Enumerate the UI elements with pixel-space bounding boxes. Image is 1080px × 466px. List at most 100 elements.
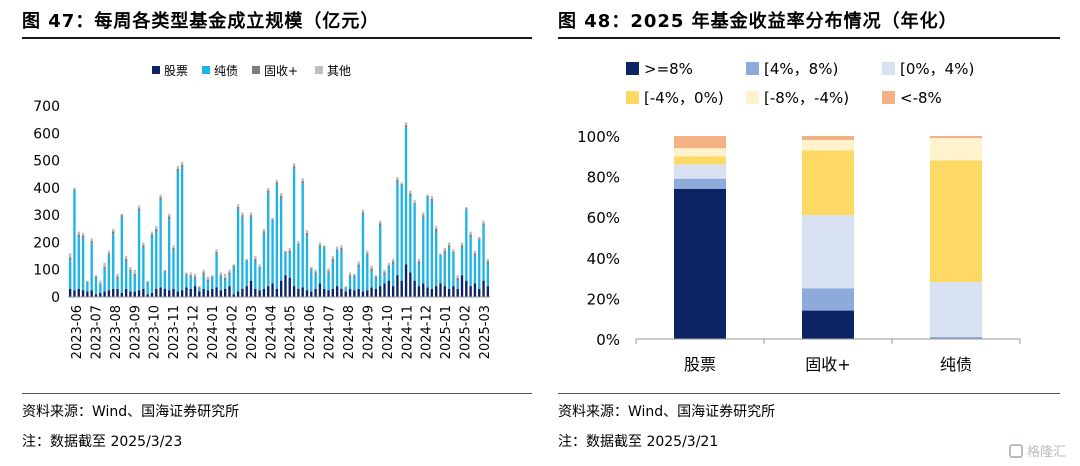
- bar-segment: [417, 286, 421, 297]
- bar-segment: [236, 291, 240, 297]
- bar-segment: [99, 280, 102, 284]
- bar-segment: [155, 228, 158, 232]
- bar-segment: [340, 247, 343, 251]
- bar-segment: [267, 190, 270, 194]
- bar-segment: [236, 209, 240, 292]
- y-tick-label: 400: [33, 181, 60, 197]
- bar-segment: [107, 290, 111, 297]
- bar-segment: [206, 279, 210, 282]
- bar-segment: [168, 213, 171, 217]
- bar-segment: [189, 275, 192, 278]
- legend-swatch-4: [746, 91, 759, 104]
- bar-segment: [366, 254, 369, 291]
- bar-segment: [129, 291, 132, 297]
- bar-segment: [447, 242, 451, 246]
- bar-segment: [124, 256, 128, 259]
- bar-segment: [155, 231, 158, 289]
- bar-segment: [331, 258, 335, 262]
- bar-segment: [133, 276, 136, 292]
- bar-segment: [94, 277, 98, 295]
- bar-segment: [159, 197, 162, 201]
- bar-segment: [90, 290, 93, 297]
- y-tick-label: 0%: [596, 331, 620, 349]
- bar-segment: [357, 266, 360, 289]
- bar-segment: [288, 250, 291, 254]
- bar-segment: [116, 288, 119, 297]
- bar-segment: [180, 164, 184, 168]
- bar-segment: [430, 201, 434, 289]
- bar-segment: [150, 231, 154, 235]
- bar-segment: [90, 241, 93, 244]
- bar-segment: [318, 245, 322, 248]
- bar-segment: [189, 277, 192, 289]
- legend-label-3: [-4%，0%): [644, 89, 724, 107]
- bar-segment: [353, 275, 356, 277]
- bar-segment: [361, 212, 365, 216]
- bar-segment: [267, 187, 270, 191]
- bar-segment: [465, 209, 468, 281]
- bar-segment: [310, 266, 313, 269]
- bar-segment: [219, 276, 223, 291]
- bar-segment: [357, 264, 360, 267]
- bar-segment: [473, 253, 477, 257]
- bar-segment: [90, 243, 93, 291]
- bar-segment: [180, 161, 184, 165]
- bar-segment: [206, 290, 210, 297]
- bar-segment: [228, 269, 231, 273]
- bar-segment: [802, 288, 854, 311]
- bar-segment: [292, 286, 296, 297]
- bar-segment: [465, 206, 468, 209]
- bar-segment: [335, 286, 339, 297]
- bar-segment: [314, 275, 317, 289]
- bar-segment: [366, 253, 369, 255]
- bar-segment: [674, 178, 726, 189]
- right-chart-title: 图 48：2025 年基金收益率分布情况（年化）: [558, 11, 958, 32]
- x-tick-label: 2025-03: [478, 305, 493, 359]
- bar-segment: [245, 286, 248, 297]
- bar-segment: [802, 150, 854, 216]
- bar-segment: [391, 286, 395, 297]
- bar-segment: [241, 212, 244, 216]
- bar-segment: [379, 223, 382, 227]
- legend-swatch-0: [152, 66, 160, 74]
- bar-segment: [99, 284, 102, 293]
- bar-segment: [413, 202, 416, 205]
- legend-label-2: 固收+: [264, 64, 298, 78]
- bar-segment: [168, 219, 171, 291]
- bar-segment: [335, 246, 339, 250]
- bar-segment: [245, 260, 248, 262]
- bar-segment: [172, 288, 175, 297]
- bar-segment: [456, 275, 459, 278]
- bar-segment: [232, 266, 235, 295]
- x-tick-label: 2024-10: [381, 305, 396, 359]
- bar-segment: [370, 287, 373, 297]
- bar-segment: [409, 196, 412, 273]
- bar-segment: [284, 250, 287, 252]
- bar-segment: [404, 264, 408, 297]
- bar-segment: [68, 288, 72, 297]
- bar-segment: [107, 254, 111, 291]
- x-tick-label: 2023-10: [148, 305, 163, 359]
- bar-segment: [133, 291, 136, 297]
- bar-segment: [802, 310, 854, 339]
- bar-segment: [129, 269, 132, 272]
- bar-segment: [443, 247, 446, 251]
- bar-segment: [189, 272, 192, 276]
- bar-segment: [452, 286, 455, 297]
- bar-segment: [180, 167, 184, 291]
- bar-segment: [297, 245, 300, 289]
- bar-segment: [279, 280, 283, 297]
- x-tick-label: 2024-03: [245, 305, 260, 359]
- bar-segment: [202, 272, 205, 276]
- legend-label-4: [-8%，-4%): [764, 89, 849, 107]
- x-tick-label: 2023-06: [70, 305, 85, 359]
- x-tick-label: 2024-05: [284, 305, 299, 359]
- bar-segment: [241, 288, 244, 297]
- bar-segment: [426, 197, 429, 288]
- x-tick-label: 2024-07: [323, 305, 338, 359]
- bar-segment: [284, 275, 287, 297]
- bar-segment: [94, 275, 98, 277]
- bar-segment: [344, 288, 347, 292]
- bar-segment: [163, 269, 167, 272]
- bar-segment: [305, 230, 309, 233]
